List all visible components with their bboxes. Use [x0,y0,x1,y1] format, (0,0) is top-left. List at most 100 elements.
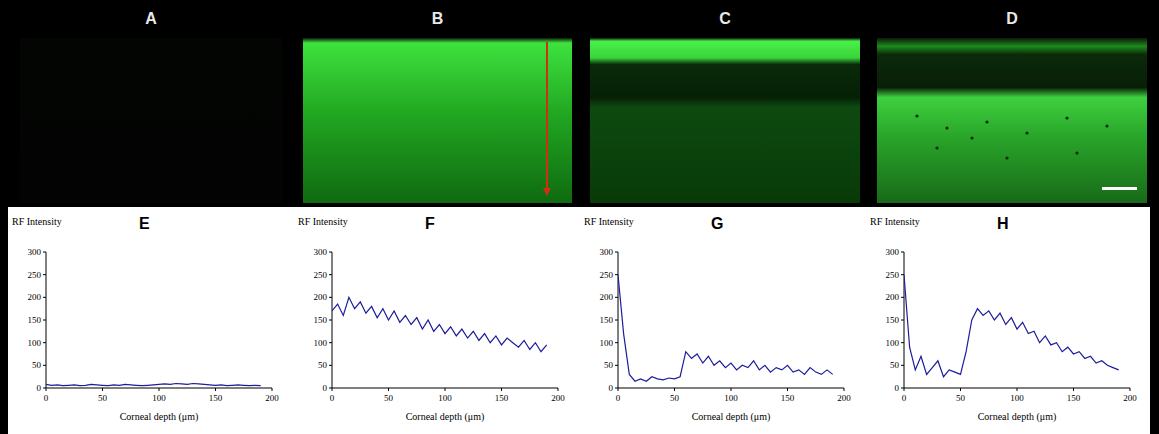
background [0,0,1159,434]
y-tick [329,297,332,298]
y-tick-label: 150 [886,315,900,325]
y-tick-label: 50 [604,360,614,370]
x-tick-label: 50 [956,393,966,403]
chart-title: G [711,215,723,232]
x-tick-label: 50 [670,393,680,403]
y-axis-title: RF Intensity [584,216,634,227]
y-tick-label: 100 [600,338,614,348]
y-tick-label: 0 [609,383,614,393]
y-tick [901,365,904,366]
figure: ABCDRF IntensityE05010015020025030005010… [0,0,1159,434]
arrow-head [543,188,551,196]
micrograph [590,38,860,203]
y-tick [615,252,618,253]
speckle [970,136,973,139]
y-tick-label: 300 [886,247,900,257]
plot-area [46,384,261,386]
x-tick-label: 0 [902,393,907,403]
speckle [935,146,938,149]
y-tick-label: 250 [600,270,614,280]
x-tick [1130,388,1131,391]
y-tick-label: 50 [318,360,328,370]
speckle [1105,124,1108,127]
x-tick [272,388,273,391]
y-tick [615,320,618,321]
x-tick [674,388,675,391]
y-tick-label: 250 [886,270,900,280]
x-tick [1017,388,1018,391]
x-tick [388,388,389,391]
y-tick [615,274,618,275]
x-tick-label: 100 [1010,393,1024,403]
x-tick-label: 0 [44,393,49,403]
y-tick [329,342,332,343]
y-tick [615,297,618,298]
x-tick [445,388,446,391]
x-tick-label: 200 [1123,393,1137,403]
y-tick [329,320,332,321]
x-tick [960,388,961,391]
x-tick [501,388,502,391]
plot-area [904,275,1119,377]
y-tick [901,342,904,343]
y-tick [615,342,618,343]
panel-letter: C [719,10,731,27]
y-tick-label: 300 [28,247,42,257]
y-tick [43,252,46,253]
y-tick-label: 0 [323,383,328,393]
x-tick-label: 100 [152,393,166,403]
y-tick-label: 50 [890,360,900,370]
y-tick [43,297,46,298]
chart-title: F [425,215,435,232]
y-tick [43,320,46,321]
x-tick [844,388,845,391]
y-tick [329,274,332,275]
chart-title: H [997,215,1009,232]
y-tick-label: 250 [28,270,42,280]
micrograph [20,38,282,203]
panel-letter: D [1006,10,1018,27]
speckle [1005,156,1008,159]
y-tick-label: 50 [32,360,42,370]
speckle [1025,131,1028,134]
y-axis-title: RF Intensity [870,216,920,227]
y-tick [329,365,332,366]
y-tick-label: 150 [314,315,328,325]
y-tick-label: 0 [895,383,900,393]
plot-background [8,207,1150,434]
y-tick [901,274,904,275]
y-tick-label: 250 [314,270,328,280]
x-tick-label: 150 [495,393,509,403]
x-tick-label: 200 [837,393,851,403]
intensity-line [904,275,1119,377]
y-tick-label: 150 [28,315,42,325]
y-tick [901,320,904,321]
chart-title: E [139,215,150,232]
y-tick [43,342,46,343]
plot-area [618,275,833,382]
scale-bar [1102,187,1137,190]
y-tick-label: 150 [600,315,614,325]
y-tick-label: 300 [600,247,614,257]
x-tick-label: 50 [384,393,394,403]
intensity-line [332,297,547,351]
arrow [546,42,548,190]
x-tick-label: 0 [330,393,335,403]
x-tick [215,388,216,391]
y-tick [43,274,46,275]
micrograph [877,38,1147,203]
y-tick-label: 200 [886,292,900,302]
x-tick [102,388,103,391]
y-tick [329,252,332,253]
y-tick [901,297,904,298]
x-tick [1073,388,1074,391]
intensity-line [46,384,261,386]
x-tick [159,388,160,391]
x-axis-title: Corneal depth (μm) [120,411,199,423]
x-tick-label: 100 [724,393,738,403]
y-tick-label: 200 [600,292,614,302]
micrograph [303,38,572,203]
panel-letter: B [432,10,444,27]
speckle [1075,151,1078,154]
y-tick [901,252,904,253]
